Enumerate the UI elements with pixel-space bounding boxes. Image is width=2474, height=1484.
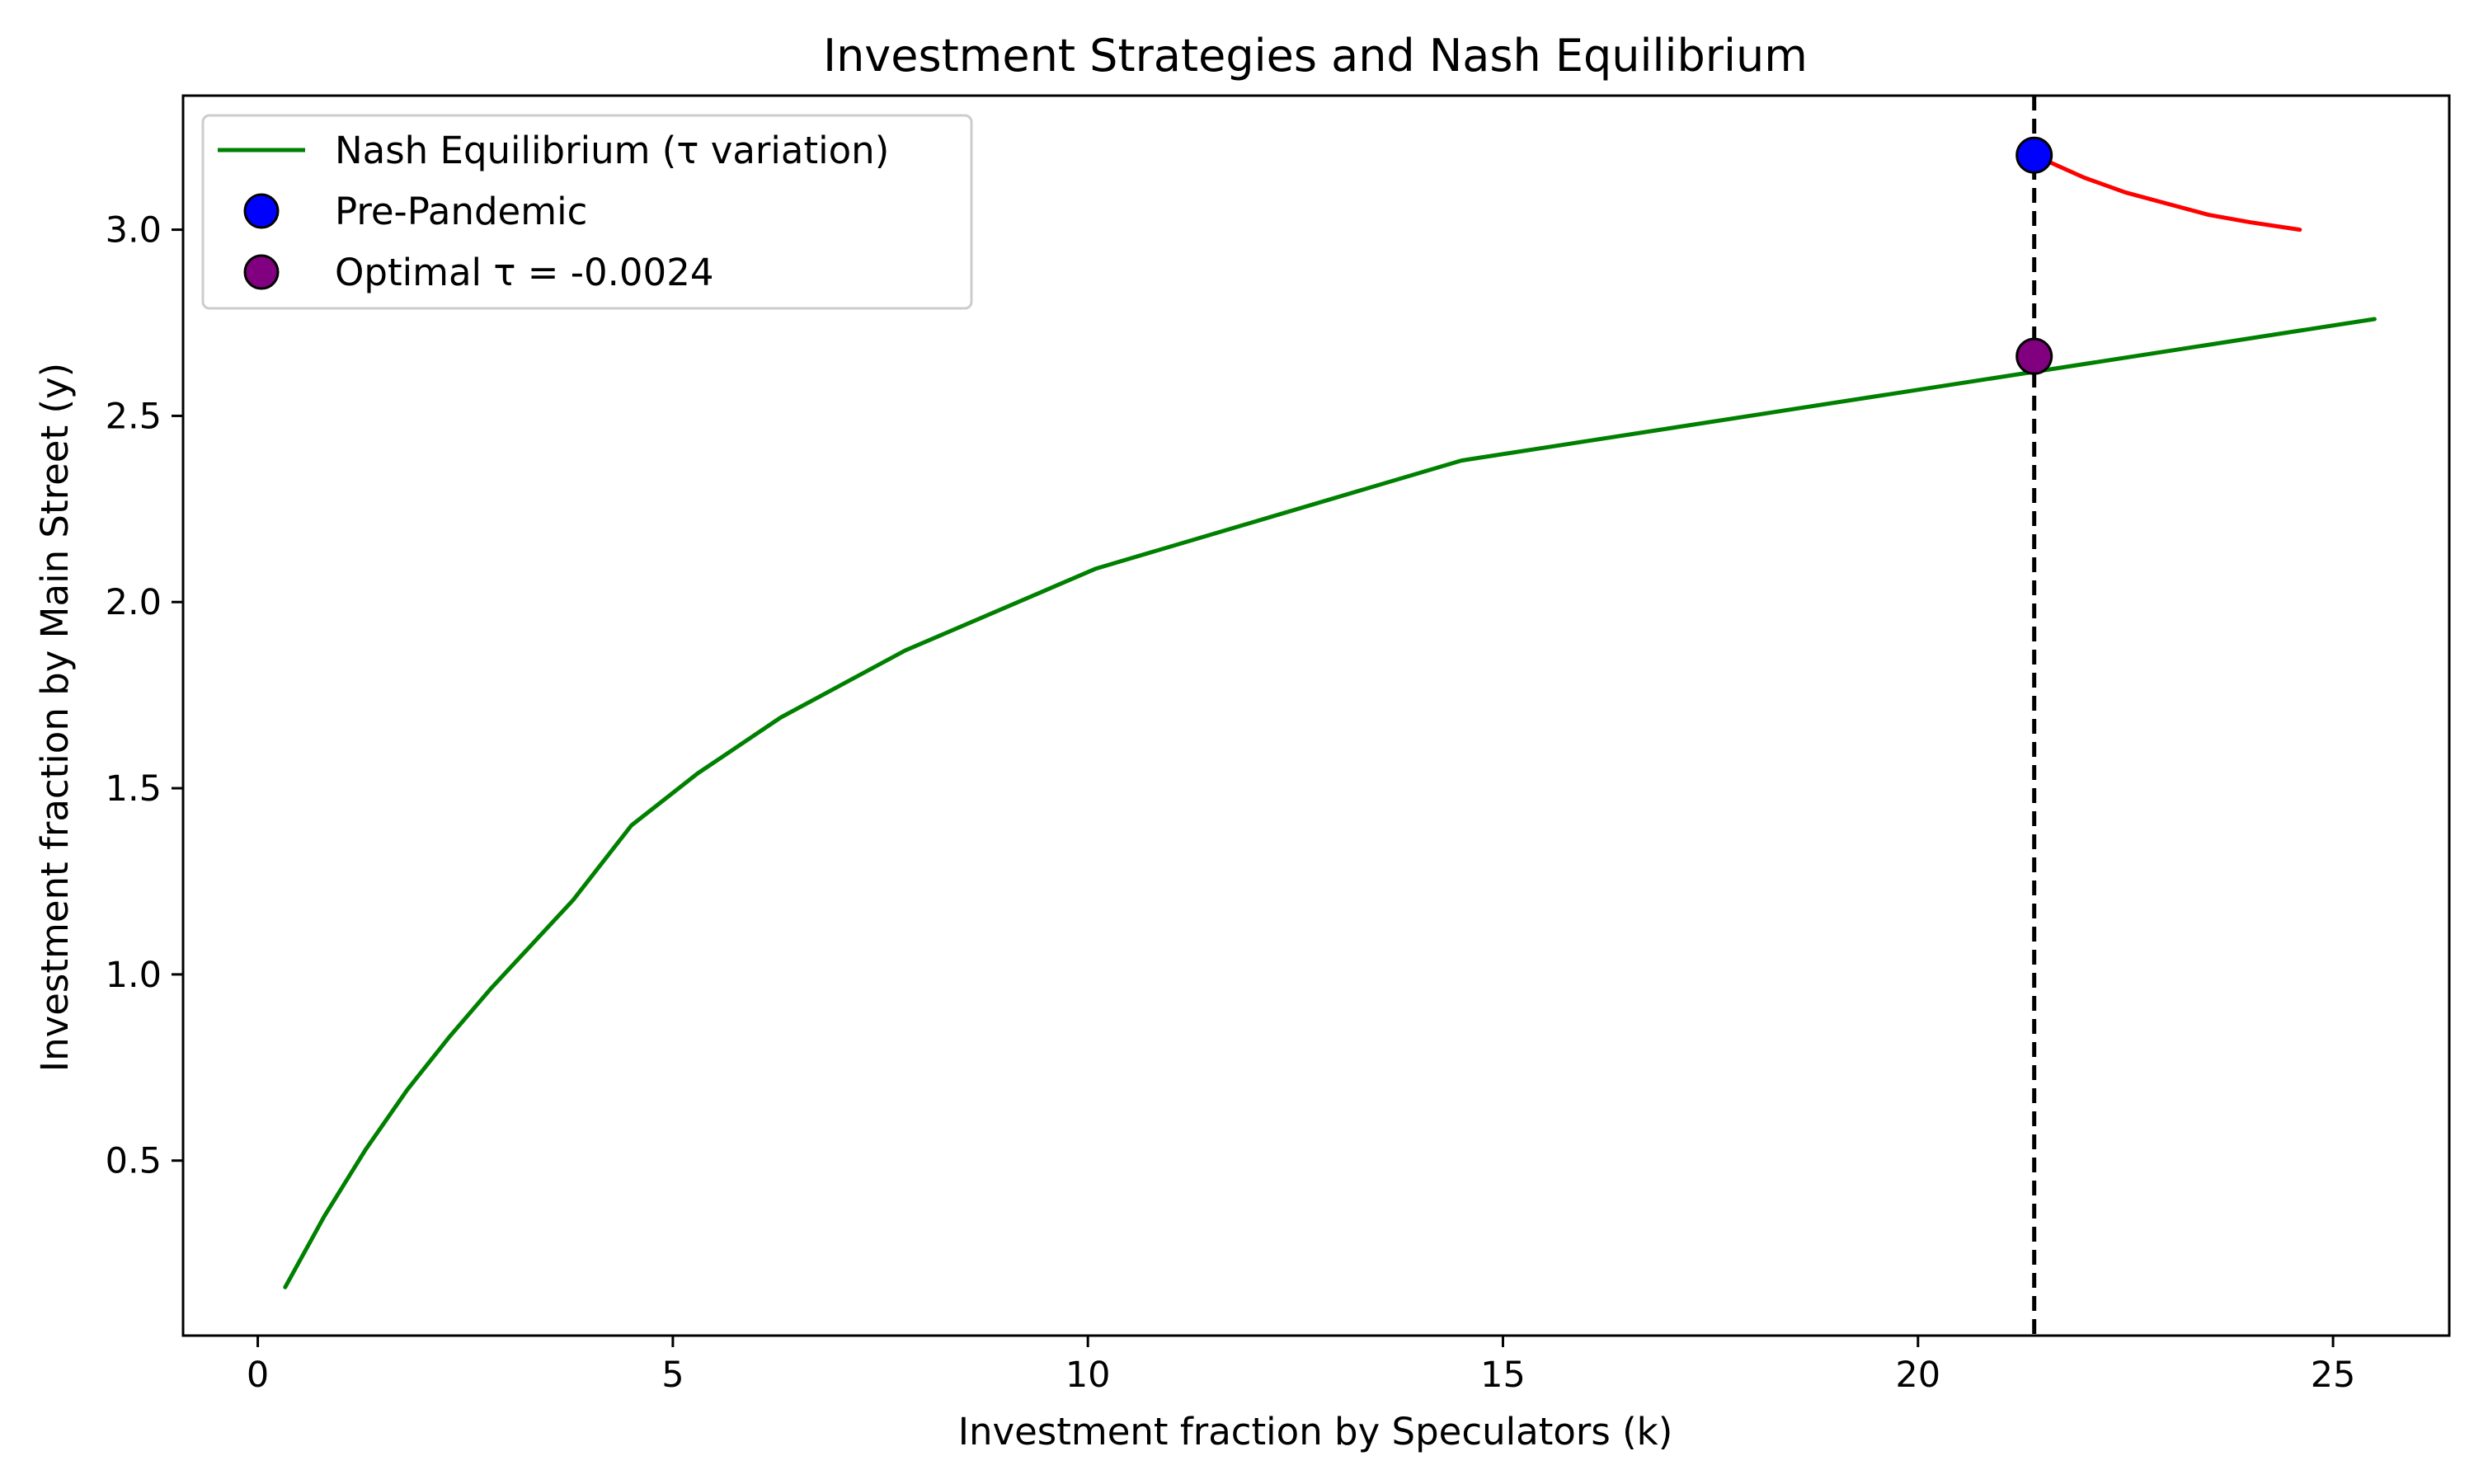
y-tick-label: 0.5 [106,1141,162,1182]
y-tick-label: 2.5 [106,396,162,437]
x-tick-label: 10 [1065,1355,1111,1396]
legend-entry-nash: Nash Equilibrium (τ variation) [335,129,889,172]
legend: Nash Equilibrium (τ variation) Pre-Pandem… [201,114,973,310]
nash-equilibrium-line [283,317,2377,1289]
y-tick-label: 2.0 [106,582,162,623]
legend-swatch-marker [243,254,280,290]
pre-pandemic-point [2015,136,2053,174]
optimal-tau-point [2015,337,2053,375]
y-tick-label: 1.0 [106,955,162,996]
x-tick-label: 20 [1895,1355,1940,1396]
y-axis-label: Investment fraction by Main Street (y) [33,363,77,1072]
x-axis-label: Investment fraction by Speculators (k) [958,1410,1673,1453]
legend-box [201,114,973,310]
y-tick-label: 3.0 [106,210,162,251]
legend-swatch-marker [243,193,280,229]
x-tick-label: 25 [2311,1355,2356,1396]
legend-entry-pre-pandemic: Pre-Pandemic [335,190,587,233]
x-tick-label: 15 [1480,1355,1526,1396]
pre-pandemic-path-line [2032,153,2302,232]
x-tick-label: 5 [661,1355,684,1396]
chart-title: Investment Strategies and Nash Equilibri… [823,30,1808,82]
legend-entry-optimal: Optimal τ = -0.0024 [335,251,713,294]
y-tick-label: 1.5 [106,768,162,810]
plot-frame [181,94,2451,1337]
x-tick-label: 0 [247,1355,269,1396]
